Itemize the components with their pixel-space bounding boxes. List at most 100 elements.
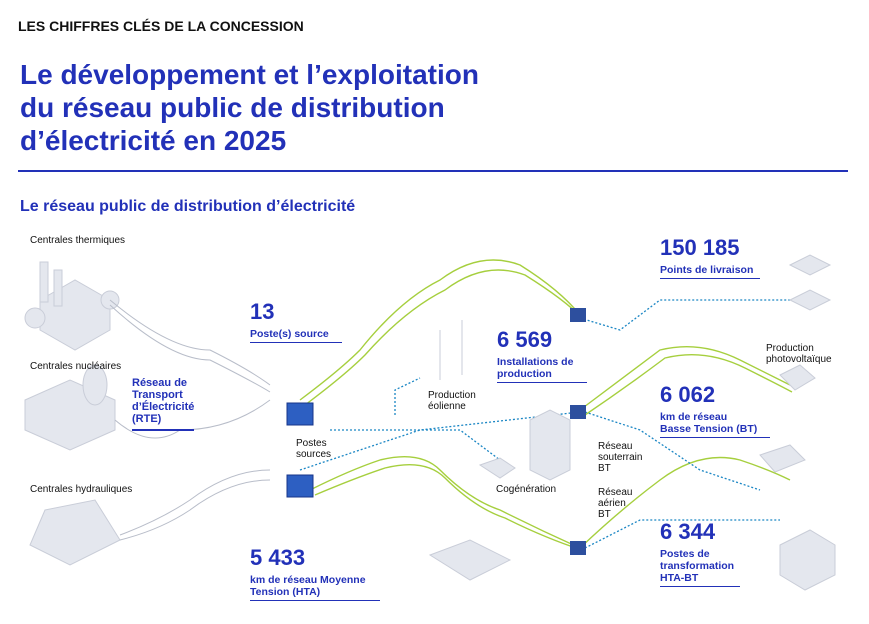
- shape: [788, 289, 832, 311]
- line: Transport: [132, 389, 183, 401]
- line: transformation: [660, 560, 735, 572]
- label: Réseau souterrain BT: [598, 441, 642, 474]
- shape: [529, 409, 571, 481]
- shape: [779, 529, 836, 591]
- shape: [428, 539, 512, 581]
- shape: [39, 261, 49, 303]
- shape: [119, 479, 271, 541]
- subtitle: Le réseau public de distribution d’élect…: [20, 198, 356, 215]
- stat-value: 5 433: [250, 545, 306, 570]
- shape: [570, 405, 586, 419]
- line: Réseau de: [132, 377, 188, 389]
- shape: [53, 269, 63, 307]
- stat: 6 569 Installations de production: [497, 328, 587, 383]
- shape: [314, 463, 583, 551]
- shape: [109, 299, 271, 386]
- title-line: du réseau public de distribution: [20, 92, 445, 123]
- line: aérien: [598, 498, 626, 509]
- shape: [299, 411, 581, 471]
- title: Le développement et l’exploitation du ré…: [20, 58, 479, 157]
- shape: [584, 411, 761, 491]
- stat: 5 433 km de réseau Moyenne Tension (HTA): [250, 546, 380, 601]
- stat-label: Postes de transformation HTA-BT: [660, 548, 740, 587]
- line: Tension (HTA): [250, 586, 321, 598]
- shape: [570, 541, 586, 555]
- shape: [309, 455, 581, 549]
- line: photovoltaïque: [766, 354, 832, 365]
- shape: [570, 308, 586, 322]
- shape: [286, 402, 314, 426]
- line: (RTE): [132, 413, 162, 425]
- label: Centrales nucléaires: [30, 361, 122, 372]
- line: BT: [598, 509, 611, 520]
- stat-label: km de réseau Moyenne Tension (HTA): [250, 574, 380, 601]
- shape: [394, 377, 421, 415]
- shape: [759, 444, 806, 473]
- stat-value: 150 185: [660, 235, 740, 260]
- title-line: d’électricité en 2025: [20, 125, 287, 156]
- shape: [579, 346, 791, 411]
- line: km de réseau: [660, 411, 728, 423]
- line: sources: [296, 449, 332, 460]
- shape: [299, 259, 581, 401]
- shape: [286, 474, 314, 498]
- shape: [579, 299, 790, 331]
- line: Postes: [296, 438, 327, 449]
- stat: 13 Poste(s) source: [250, 300, 342, 343]
- line: Production: [428, 390, 476, 401]
- shape: [779, 364, 816, 391]
- medium-voltage-lines: [299, 259, 793, 551]
- line: d’Électricité: [132, 401, 195, 413]
- stat-label: km de réseau Basse Tension (BT): [660, 411, 770, 438]
- line: Postes de: [660, 548, 710, 560]
- stat: 6 344 Postes de transformation HTA-BT: [660, 520, 740, 587]
- line: Production: [766, 343, 814, 354]
- shape: [304, 269, 583, 406]
- stat-label: Installations de production: [497, 356, 587, 383]
- line: éolienne: [428, 401, 466, 412]
- line: Réseau: [598, 487, 633, 498]
- shape: [478, 457, 516, 479]
- shape: [584, 354, 793, 416]
- transmission-lines: [109, 299, 271, 541]
- line: HTA-BT: [660, 572, 699, 584]
- line: Points de livraison: [660, 264, 754, 276]
- shape: [119, 469, 271, 536]
- substations: [286, 308, 586, 555]
- shape: [579, 456, 791, 549]
- shape: [330, 429, 501, 461]
- line: Réseau: [598, 441, 633, 452]
- shape: [39, 279, 111, 351]
- shape: [29, 499, 121, 566]
- stat-label: Points de livraison: [660, 264, 760, 279]
- label: Production éolienne: [428, 390, 476, 412]
- line: Poste(s) source: [250, 328, 329, 340]
- stat-value: 6 062: [660, 382, 716, 407]
- title-line: Le développement et l’exploitation: [20, 59, 479, 90]
- stat: 150 185 Points de livraison: [660, 236, 760, 279]
- line: production: [497, 368, 552, 380]
- rte-label: Réseau de Transport d’Électricité (RTE): [132, 377, 195, 431]
- shape: [788, 254, 832, 276]
- line: km de réseau Moyenne: [250, 574, 366, 586]
- dotted-links: [299, 299, 790, 549]
- buildings: [428, 254, 836, 591]
- shape: [82, 364, 108, 406]
- kicker: LES CHIFFRES CLÉS DE LA CONCESSION: [18, 18, 304, 34]
- stat-value: 13: [250, 299, 275, 324]
- label: Réseau aérien BT: [598, 487, 632, 520]
- shape: [24, 307, 46, 329]
- line: souterrain: [598, 452, 643, 463]
- line: Installations de: [497, 356, 574, 368]
- label: Production photovoltaïque: [766, 343, 832, 365]
- stat: 6 062 km de réseau Basse Tension (BT): [660, 383, 770, 438]
- stat-label: Poste(s) source: [250, 328, 342, 343]
- label: Centrales hydrauliques: [30, 484, 133, 495]
- label: Postes sources: [296, 438, 331, 460]
- label: Centrales thermiques: [30, 235, 126, 246]
- stat-value: 6 344: [660, 519, 716, 544]
- stat-value: 6 569: [497, 327, 553, 352]
- label: Cogénération: [496, 484, 557, 495]
